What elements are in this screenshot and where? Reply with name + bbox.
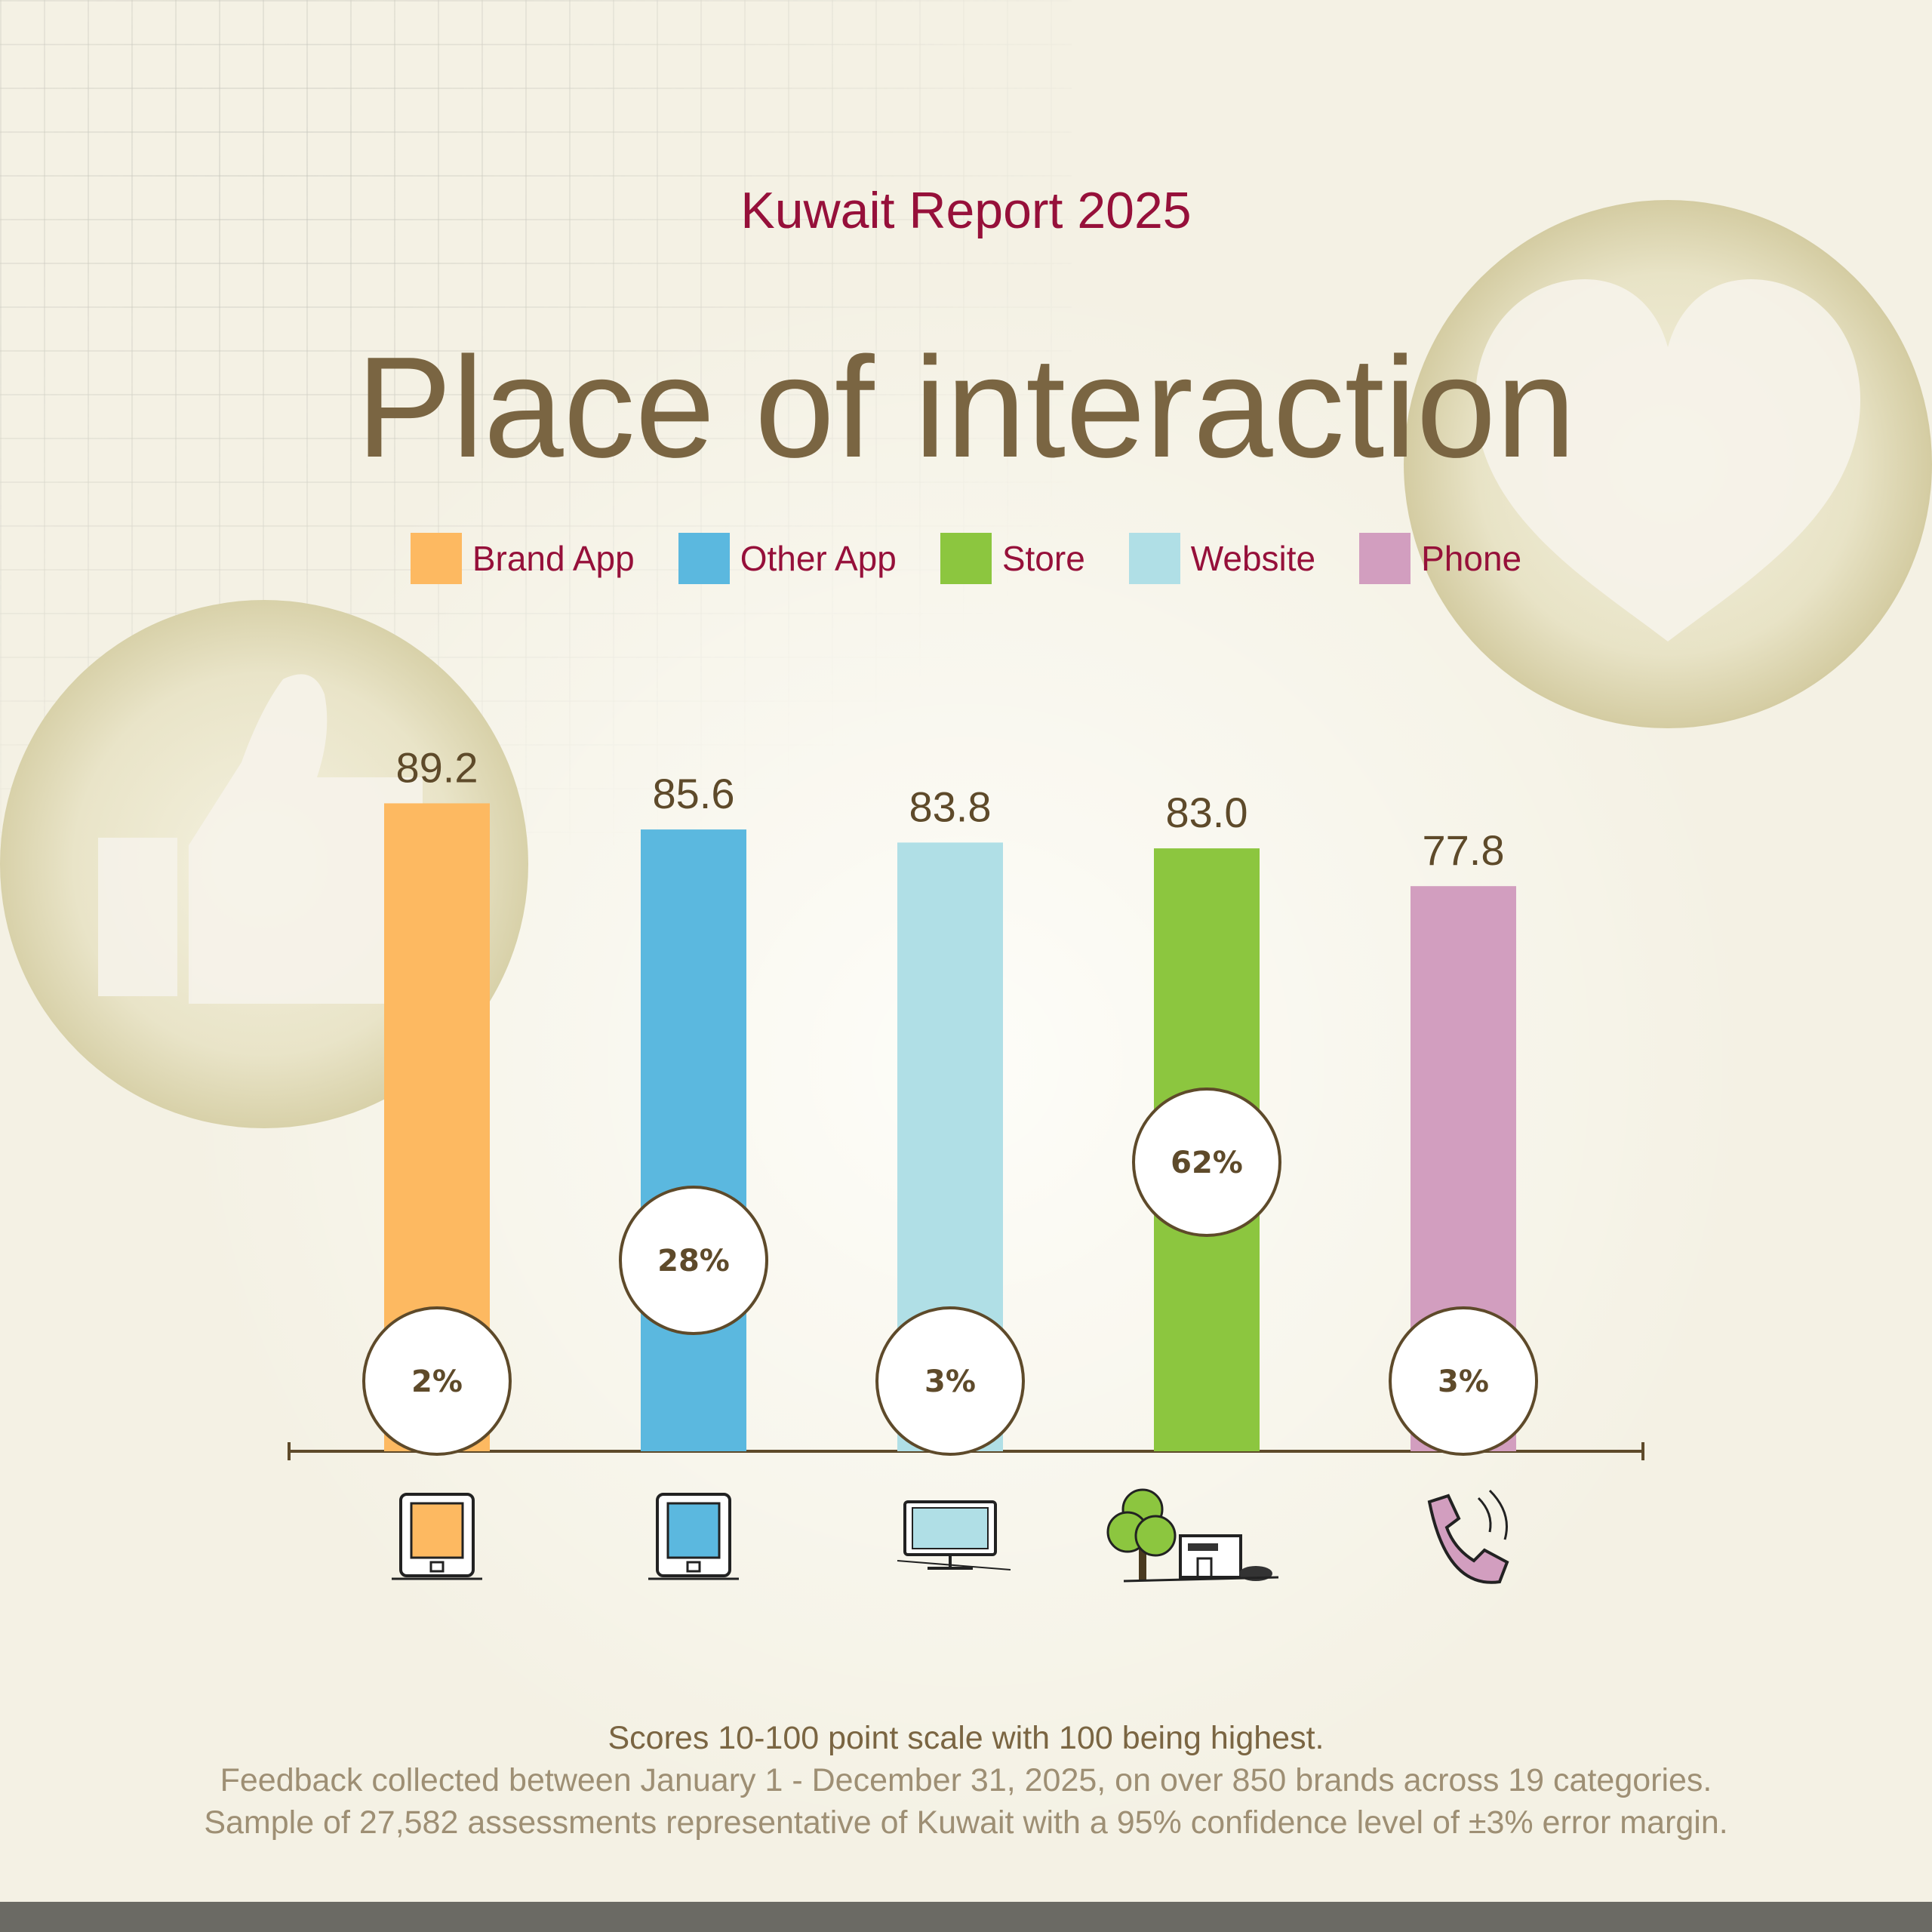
- legend-entry-store: Store: [940, 533, 1085, 584]
- website-monitor-icon: [897, 1500, 1011, 1571]
- share-bubble-other-app: [619, 1186, 768, 1335]
- legend-entry-phone: Phone: [1359, 533, 1521, 584]
- share-label-other-app: 28%: [657, 1244, 730, 1278]
- report-label: Kuwait Report 2025: [740, 182, 1192, 239]
- value-label-store: 83.0: [1166, 789, 1248, 836]
- thumbs-up-icon: [98, 674, 423, 1004]
- value-label-brand-app: 89.2: [396, 743, 478, 791]
- legend-entry-brand-app: Brand App: [410, 533, 635, 584]
- store-building-icon: [1106, 1488, 1279, 1583]
- legend-swatch-store: [940, 533, 992, 584]
- footnote-scale: Scores 10-100 point scale with 100 being…: [608, 1720, 1324, 1756]
- value-label-phone: 77.8: [1423, 826, 1505, 874]
- brand-app-phone-icon: [392, 1493, 482, 1580]
- legend-label-brand-app: Brand App: [472, 539, 635, 578]
- other-app-phone-icon: [648, 1493, 739, 1580]
- legend-label-website: Website: [1190, 539, 1316, 578]
- value-label-website: 83.8: [909, 783, 992, 830]
- share-label-store: 62%: [1171, 1146, 1243, 1180]
- phone-handset-icon: [1427, 1489, 1509, 1584]
- share-bubble-brand-app: [362, 1306, 512, 1456]
- heart-icon: [1475, 279, 1860, 641]
- value-label-other-app: 85.6: [653, 770, 735, 817]
- legend-swatch-other-app: [678, 533, 730, 584]
- bar-other-app: [641, 829, 746, 1451]
- legend-swatch-website: [1128, 533, 1180, 584]
- heart-badge: [1404, 200, 1932, 728]
- legend: Brand App Other App Store Website Phone: [0, 528, 1932, 589]
- footnotes: Scores 10-100 point scale with 100 being…: [0, 1717, 1932, 1844]
- legend-label-phone: Phone: [1421, 539, 1522, 578]
- footnote-sample: Sample of 27,582 assessments representat…: [204, 1804, 1728, 1841]
- share-bubble-store: [1132, 1088, 1281, 1237]
- legend-label-store: Store: [1001, 539, 1085, 578]
- footer-bar: [0, 1902, 1932, 1932]
- footnote-period: Feedback collected between January 1 - D…: [220, 1762, 1712, 1798]
- share-label-website: 3%: [924, 1364, 976, 1399]
- legend-swatch-phone: [1359, 533, 1411, 584]
- legend-swatch-brand-app: [410, 533, 462, 584]
- share-bubble-phone: [1389, 1306, 1538, 1456]
- share-label-phone: 3%: [1438, 1364, 1489, 1399]
- legend-label-other-app: Other App: [740, 539, 897, 578]
- legend-entry-website: Website: [1128, 533, 1316, 584]
- legend-entry-other-app: Other App: [678, 533, 897, 584]
- share-label-brand-app: 2%: [411, 1364, 463, 1399]
- chart-title: Place of interaction: [356, 328, 1576, 488]
- share-bubble-website: [875, 1306, 1025, 1456]
